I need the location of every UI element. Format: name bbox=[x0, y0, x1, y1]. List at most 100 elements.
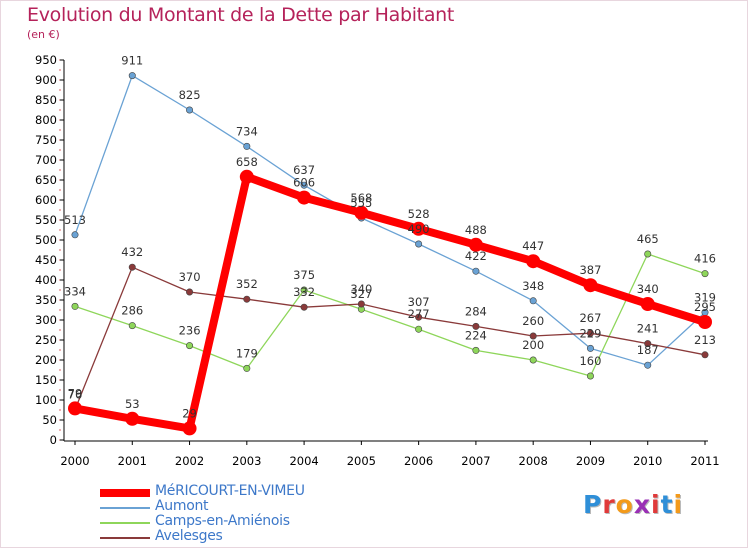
series-point bbox=[415, 313, 423, 321]
data-label: 236 bbox=[179, 324, 201, 338]
data-label: 465 bbox=[637, 232, 659, 246]
logo-letter: x bbox=[633, 490, 651, 519]
series-point bbox=[640, 297, 655, 311]
data-label: 447 bbox=[522, 239, 544, 253]
series-point bbox=[644, 361, 652, 369]
series-point bbox=[186, 288, 194, 296]
logo-letter: i bbox=[673, 490, 684, 519]
series-point bbox=[186, 106, 194, 114]
x-tick-label: 2010 bbox=[633, 454, 662, 468]
series-point bbox=[586, 329, 594, 337]
x-tick-label: 2004 bbox=[289, 454, 318, 468]
data-label: 187 bbox=[637, 343, 659, 357]
data-label: 277 bbox=[408, 307, 430, 321]
data-label: 319 bbox=[694, 290, 716, 304]
chart-title: Evolution du Montant de la Dette par Hab… bbox=[27, 4, 455, 26]
series-point bbox=[411, 221, 426, 236]
y-tick-label: 750 bbox=[35, 133, 57, 147]
series-point bbox=[243, 364, 251, 372]
data-label: 658 bbox=[236, 155, 258, 169]
data-label: 490 bbox=[408, 222, 430, 236]
y-tick-label: 600 bbox=[35, 193, 57, 207]
legend-swatch bbox=[100, 489, 150, 497]
data-label: 260 bbox=[522, 314, 544, 328]
series-point bbox=[297, 190, 312, 205]
data-label: 160 bbox=[579, 354, 601, 368]
data-label: 432 bbox=[121, 245, 143, 259]
y-tick-label: 250 bbox=[35, 333, 57, 347]
series-point bbox=[300, 303, 308, 311]
data-label: 348 bbox=[522, 279, 544, 293]
data-label: 334 bbox=[64, 284, 86, 298]
x-tick-label: 2003 bbox=[232, 454, 261, 468]
series-line bbox=[74, 253, 706, 377]
legend-label: Avelesges bbox=[155, 528, 223, 544]
x-tick-label: 2002 bbox=[175, 454, 204, 468]
data-label: 53 bbox=[125, 397, 140, 411]
data-label: 284 bbox=[465, 304, 487, 318]
data-label: 241 bbox=[637, 322, 659, 336]
series-point bbox=[71, 231, 79, 239]
series-point bbox=[529, 356, 537, 364]
series-point bbox=[186, 342, 194, 350]
x-tick-label: 2009 bbox=[576, 454, 605, 468]
series-point bbox=[526, 254, 541, 269]
data-label: 224 bbox=[465, 328, 487, 342]
series-point bbox=[300, 181, 308, 189]
data-label: 911 bbox=[121, 54, 143, 68]
chart-data-labels: 513 911 825 734 637 555 490 422 348 229 187 319 334 2… bbox=[64, 54, 716, 421]
x-tick-label: 2011 bbox=[690, 454, 719, 468]
series-point bbox=[300, 286, 308, 294]
data-label: 734 bbox=[236, 124, 258, 138]
series-line bbox=[74, 266, 706, 411]
data-label: 340 bbox=[637, 282, 659, 296]
data-label: 229 bbox=[579, 326, 601, 340]
data-label: 422 bbox=[465, 249, 487, 263]
legend-label: Camps-en-Amiénois bbox=[155, 513, 290, 529]
x-tick-label: 2006 bbox=[404, 454, 433, 468]
y-tick-label: 100 bbox=[35, 393, 57, 407]
legend-label: MéRICOURT-EN-VIMEU bbox=[155, 483, 305, 499]
data-label: 267 bbox=[579, 311, 601, 325]
series-point bbox=[68, 401, 82, 416]
logo-letter: r bbox=[602, 490, 616, 519]
series-point bbox=[529, 332, 537, 340]
x-tick-label: 2000 bbox=[60, 454, 89, 468]
data-label: 606 bbox=[293, 176, 315, 190]
logo-letter: i bbox=[651, 490, 661, 519]
series-point bbox=[415, 325, 423, 333]
data-label: 200 bbox=[522, 338, 544, 352]
y-tick-label: 900 bbox=[35, 73, 57, 87]
series-point bbox=[239, 169, 254, 184]
series-point bbox=[529, 297, 537, 305]
series-point bbox=[701, 351, 709, 359]
chart-series bbox=[68, 72, 712, 436]
y-tick-label: 850 bbox=[35, 93, 57, 107]
series-point bbox=[644, 340, 652, 348]
series-point bbox=[472, 267, 480, 275]
y-tick-label: 550 bbox=[35, 213, 57, 227]
series-point bbox=[125, 411, 140, 426]
chart-subtitle: (en €) bbox=[27, 28, 60, 41]
logo-letter: t bbox=[660, 490, 674, 519]
series-point bbox=[354, 205, 369, 220]
series-point bbox=[701, 270, 709, 278]
data-label: 370 bbox=[179, 270, 201, 284]
y-tick-label: 50 bbox=[42, 413, 57, 427]
data-label: 387 bbox=[579, 263, 601, 277]
data-label: 213 bbox=[694, 333, 716, 347]
legend-label: Aumont bbox=[155, 498, 209, 514]
series-point bbox=[182, 421, 197, 436]
data-label: 375 bbox=[293, 268, 315, 282]
data-label: 29 bbox=[182, 406, 197, 420]
data-label: 179 bbox=[236, 346, 258, 360]
y-tick-label: 300 bbox=[35, 313, 57, 327]
series-point bbox=[243, 295, 251, 303]
data-label: 332 bbox=[293, 285, 315, 299]
series-point bbox=[644, 250, 652, 258]
data-label: 327 bbox=[350, 287, 372, 301]
y-tick-label: 450 bbox=[35, 253, 57, 267]
data-label: 528 bbox=[408, 207, 430, 221]
